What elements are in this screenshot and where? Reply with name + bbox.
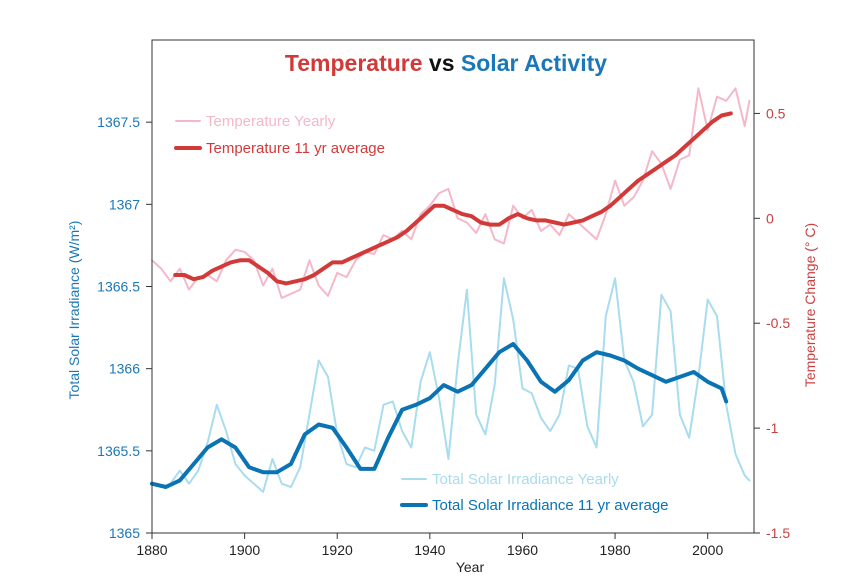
x-tick-label: 1920 [322,542,353,558]
legend-temp-label-0: Temperature Yearly [206,113,336,130]
title-solar-activity: Solar Activity [461,50,607,76]
left-y-axis-title: Total Solar Irradiance (W/m²) [66,221,82,400]
right-y-tick-label: -1.5 [766,525,790,541]
right-y-tick-label: 0 [766,210,774,226]
left-y-axis: 1365 1365.5 1366 1366.5 1367 1367.5 [97,114,152,541]
chart-title: Temperature vs Solar Activity [285,50,607,76]
right-y-tick-label: -1 [766,420,779,436]
x-tick-label: 1880 [136,542,167,558]
legend-temperature: Temperature Yearly Temperature 11 yr aver… [174,113,385,157]
x-tick-label: 1980 [599,542,630,558]
left-y-tick-label: 1366 [109,361,140,377]
temperature-11yr-average-line [173,111,733,286]
x-tick-label: 1960 [507,542,538,558]
plot-series [150,87,751,493]
title-vs: vs [423,50,461,76]
legend-temp-label-1: Temperature 11 yr average [206,140,385,157]
x-tick-label: 1900 [229,542,260,558]
right-y-tick-label: -0.5 [766,315,790,331]
x-axis-title: Year [456,559,485,575]
left-y-tick-label: 1365 [109,525,140,541]
legend-solar-irradiance: Total Solar Irradiance Yearly Total Solar… [400,471,669,514]
x-axis: 1880 1900 1920 1940 1960 1980 2000 [136,533,723,558]
solar-irradiance-11yr-average-line [150,342,729,489]
solar-irradiance-yearly-line [151,277,751,493]
x-tick-label: 2000 [692,542,723,558]
x-tick-label: 1940 [414,542,445,558]
legend-tsi-label-0: Total Solar Irradiance Yearly [432,471,619,488]
left-y-tick-label: 1366.5 [97,279,140,295]
right-y-tick-label: 0.5 [766,105,786,121]
left-y-tick-label: 1367.5 [97,114,140,130]
right-y-axis-title: Temperature Change (° C) [802,223,818,387]
legend-tsi-label-1: Total Solar Irradiance 11 yr average [432,497,669,514]
left-y-tick-label: 1365.5 [97,443,140,459]
right-y-axis: -1.5 -1 -0.5 0 0.5 [754,105,790,541]
left-y-tick-label: 1367 [109,196,140,212]
title-temperature: Temperature [285,50,423,76]
temperature-yearly-line [151,87,751,299]
